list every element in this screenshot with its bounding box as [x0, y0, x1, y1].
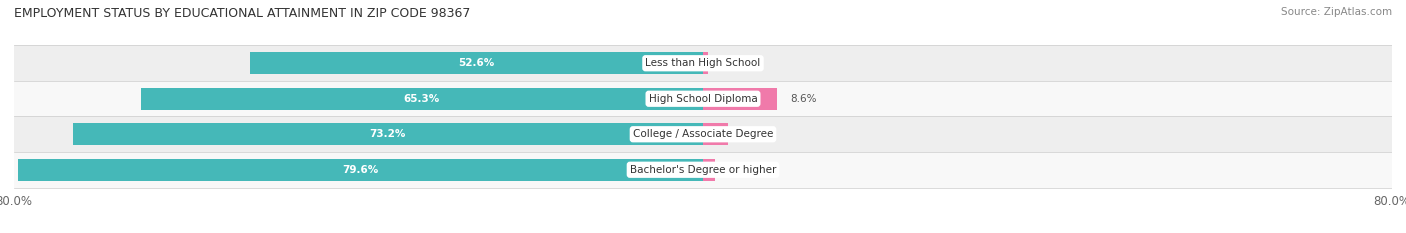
Text: High School Diploma: High School Diploma — [648, 94, 758, 104]
Bar — [250, 52, 703, 74]
Bar — [17, 159, 703, 181]
Text: 2.9%: 2.9% — [741, 129, 768, 139]
Bar — [14, 116, 1392, 152]
Text: Bachelor's Degree or higher: Bachelor's Degree or higher — [630, 165, 776, 175]
Text: 79.6%: 79.6% — [342, 165, 378, 175]
Bar — [703, 52, 709, 74]
Bar — [14, 45, 1392, 81]
Text: 1.4%: 1.4% — [728, 165, 755, 175]
Bar — [73, 123, 703, 145]
Text: 65.3%: 65.3% — [404, 94, 440, 104]
Text: Source: ZipAtlas.com: Source: ZipAtlas.com — [1281, 7, 1392, 17]
Bar — [703, 88, 778, 110]
Bar — [14, 81, 1392, 116]
Text: College / Associate Degree: College / Associate Degree — [633, 129, 773, 139]
Text: 0.6%: 0.6% — [721, 58, 748, 68]
Text: 8.6%: 8.6% — [790, 94, 817, 104]
Bar — [141, 88, 703, 110]
Text: EMPLOYMENT STATUS BY EDUCATIONAL ATTAINMENT IN ZIP CODE 98367: EMPLOYMENT STATUS BY EDUCATIONAL ATTAINM… — [14, 7, 471, 20]
Text: 73.2%: 73.2% — [370, 129, 406, 139]
Bar — [14, 152, 1392, 188]
Bar — [703, 123, 728, 145]
Bar — [703, 159, 716, 181]
Text: 52.6%: 52.6% — [458, 58, 495, 68]
Text: Less than High School: Less than High School — [645, 58, 761, 68]
